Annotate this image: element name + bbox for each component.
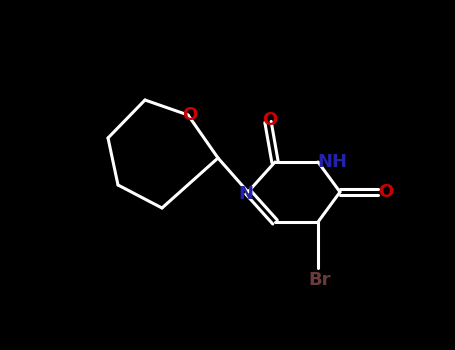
Text: O: O [263, 111, 278, 129]
Text: N: N [238, 185, 253, 203]
Text: O: O [182, 106, 197, 124]
Text: NH: NH [317, 153, 347, 171]
Text: Br: Br [309, 271, 331, 289]
Text: O: O [379, 183, 394, 201]
